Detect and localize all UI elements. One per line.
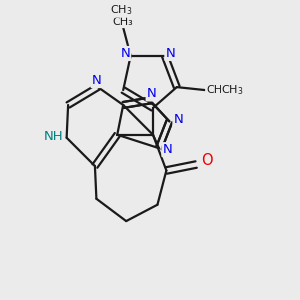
- Text: N: N: [92, 74, 101, 87]
- Text: N: N: [173, 113, 183, 126]
- Text: CH$_3$: CH$_3$: [110, 3, 133, 17]
- Text: O: O: [201, 154, 212, 169]
- Text: N: N: [147, 88, 156, 100]
- Text: N: N: [165, 47, 175, 60]
- Text: NH: NH: [44, 130, 63, 143]
- Text: CH₃: CH₃: [113, 17, 134, 27]
- Text: CH$_3$: CH$_3$: [221, 83, 244, 97]
- Text: N: N: [120, 47, 130, 60]
- Text: CH₃: CH₃: [206, 85, 227, 95]
- Text: N: N: [162, 143, 172, 156]
